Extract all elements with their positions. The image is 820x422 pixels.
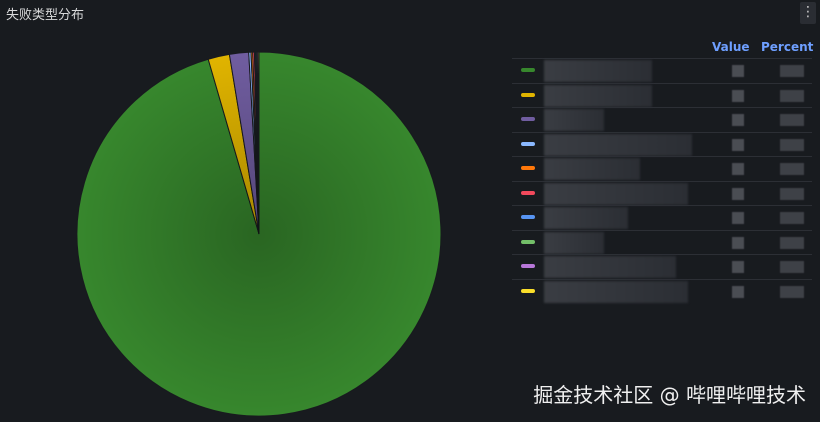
legend-label-redacted [544, 280, 688, 303]
legend-value-redacted [732, 89, 744, 102]
legend-label-redacted [544, 207, 628, 229]
legend-item[interactable] [512, 107, 812, 132]
watermark: 掘金技术社区 @ 哔哩哔哩技术 [533, 383, 806, 407]
pie-chart [76, 51, 442, 417]
legend-item[interactable] [512, 254, 812, 279]
legend-percent-redacted [780, 89, 804, 102]
legend-item[interactable] [512, 205, 812, 230]
legend-label-redacted [544, 133, 692, 156]
series-color-swatch [521, 68, 535, 72]
series-color-swatch [521, 288, 535, 293]
legend-value-redacted [732, 114, 744, 126]
legend-label-redacted [544, 182, 688, 205]
legend-item[interactable] [512, 278, 812, 304]
legend-value-redacted [732, 187, 744, 200]
legend-item[interactable] [512, 58, 812, 83]
legend-value-redacted [732, 261, 744, 273]
series-color-swatch [521, 166, 535, 170]
percent-header[interactable]: Percent [761, 40, 814, 54]
series-color-swatch [521, 215, 535, 219]
legend-percent-redacted [780, 163, 804, 175]
legend-label-redacted [544, 231, 604, 254]
legend-value-redacted [732, 236, 744, 249]
legend-header: Value Percent [512, 36, 814, 58]
kebab-menu-icon[interactable]: ⋮ [800, 2, 816, 24]
legend-label-redacted [544, 109, 604, 131]
legend-percent-redacted [780, 65, 804, 77]
series-color-swatch [521, 141, 535, 146]
value-header[interactable]: Value [712, 40, 750, 54]
legend-percent-redacted [780, 285, 804, 298]
legend-item[interactable] [512, 180, 812, 206]
legend-value-redacted [732, 65, 744, 77]
legend: Value Percent [512, 36, 814, 304]
series-color-swatch [521, 239, 535, 244]
panel-title: 失败类型分布 [6, 8, 85, 23]
legend-percent-redacted [780, 236, 804, 249]
legend-item[interactable] [512, 229, 812, 255]
legend-item[interactable] [512, 156, 812, 181]
legend-value-redacted [732, 163, 744, 175]
legend-percent-redacted [780, 187, 804, 200]
legend-label-redacted [544, 256, 676, 278]
series-color-swatch [521, 190, 535, 195]
legend-value-redacted [732, 138, 744, 151]
legend-item[interactable] [512, 131, 812, 157]
legend-value-redacted [732, 285, 744, 298]
legend-percent-redacted [780, 261, 804, 273]
legend-item[interactable] [512, 82, 812, 108]
series-color-swatch [521, 117, 535, 121]
legend-label-redacted [544, 84, 652, 107]
legend-percent-redacted [780, 212, 804, 224]
series-color-swatch [521, 264, 535, 268]
legend-value-redacted [732, 212, 744, 224]
legend-percent-redacted [780, 138, 804, 151]
legend-label-redacted [544, 158, 640, 180]
legend-percent-redacted [780, 114, 804, 126]
legend-label-redacted [544, 60, 652, 82]
series-color-swatch [521, 92, 535, 97]
